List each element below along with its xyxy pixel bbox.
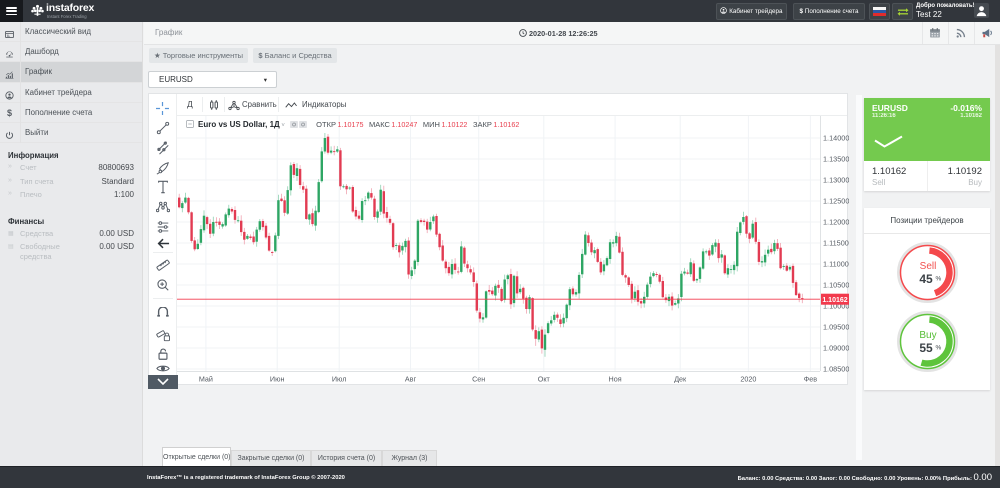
svg-text:Buy: Buy	[919, 330, 936, 341]
svg-text:55: 55	[919, 341, 933, 355]
svg-text:Сен: Сен	[472, 375, 485, 384]
svg-text:1.09500: 1.09500	[823, 323, 849, 332]
svg-text:1.12500: 1.12500	[823, 197, 849, 206]
svg-text:1.10000: 1.10000	[823, 302, 849, 311]
svg-text:Авг: Авг	[405, 375, 417, 384]
svg-text:1.10500: 1.10500	[823, 281, 849, 290]
svg-text:1.14000: 1.14000	[823, 134, 849, 143]
svg-text:Фев: Фев	[804, 375, 817, 384]
svg-text:1.10162: 1.10162	[822, 297, 847, 304]
svg-text:Май: Май	[199, 375, 213, 384]
svg-text:Июн: Июн	[270, 375, 285, 384]
svg-text:1.13000: 1.13000	[823, 176, 849, 185]
svg-text:1.09000: 1.09000	[823, 344, 849, 353]
svg-text:Дек: Дек	[674, 375, 687, 384]
svg-text:%: %	[936, 345, 942, 352]
svg-text:1.11500: 1.11500	[823, 239, 849, 248]
svg-text:1.11000: 1.11000	[823, 260, 849, 269]
svg-text:2020: 2020	[740, 375, 756, 384]
svg-text:Окт: Окт	[538, 375, 551, 384]
svg-text:1.12000: 1.12000	[823, 218, 849, 227]
svg-text:Июл: Июл	[332, 375, 347, 384]
svg-text:1.08500: 1.08500	[823, 365, 849, 374]
svg-text:Sell: Sell	[920, 261, 937, 272]
svg-text:%: %	[936, 276, 942, 283]
svg-text:45: 45	[919, 272, 933, 286]
svg-text:1.13500: 1.13500	[823, 155, 849, 164]
svg-text:Ноя: Ноя	[609, 375, 622, 384]
